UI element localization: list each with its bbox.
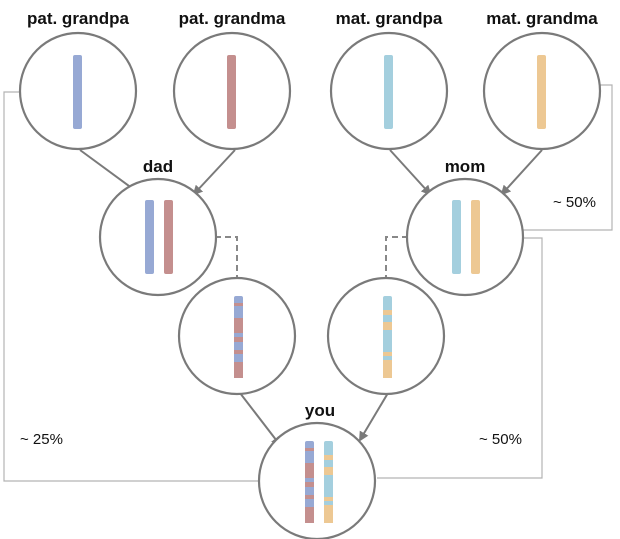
grandpa-percentage: ~ 25% bbox=[20, 431, 63, 448]
mom-dashed-connector bbox=[385, 236, 408, 282]
you-circle bbox=[257, 421, 377, 539]
you-chromosome-from-dad bbox=[305, 441, 314, 523]
you-label: you bbox=[305, 401, 335, 420]
grandpa-to-you-line bbox=[3, 91, 264, 482]
mat-grandma-label: mat. grandma bbox=[486, 9, 598, 28]
mom-label: mom bbox=[445, 157, 486, 176]
mom-percentage: ~ 50% bbox=[479, 431, 522, 448]
dad-gamete-chromosome bbox=[234, 296, 243, 378]
dad-chromosome-maternal bbox=[164, 200, 173, 274]
mom-to-you-line bbox=[377, 237, 543, 479]
mom-gamete-chromosome bbox=[383, 296, 392, 378]
pat-grandpa-chromosome bbox=[73, 55, 82, 129]
dad-chromosome-paternal bbox=[145, 200, 154, 274]
arrow-dad-gamete-you bbox=[239, 392, 282, 447]
mat-grandpa-chromosome bbox=[384, 55, 393, 129]
dad-dashed-connector bbox=[215, 236, 238, 282]
mat-grandma-chromosome bbox=[537, 55, 546, 129]
grandma-percentage: ~ 50% bbox=[553, 194, 596, 211]
pat-grandma-chromosome bbox=[227, 55, 236, 129]
arrow-pat-grandma-dad bbox=[192, 149, 236, 196]
arrow-mat-grandpa-mom bbox=[389, 149, 432, 196]
arrow-mom-gamete-you bbox=[358, 392, 389, 442]
mom-chromosome-paternal bbox=[452, 200, 461, 274]
pat-grandma-label: pat. grandma bbox=[179, 9, 286, 28]
mom-circle bbox=[405, 177, 525, 297]
grandma-to-mom-line bbox=[507, 84, 613, 231]
you-chromosome-from-mom bbox=[324, 441, 333, 523]
mat-grandpa-label: mat. grandpa bbox=[336, 9, 443, 28]
arrow-mat-grandma-mom bbox=[500, 149, 543, 196]
dad-label: dad bbox=[143, 157, 173, 176]
pat-grandpa-label: pat. grandpa bbox=[27, 9, 130, 28]
dad-circle bbox=[98, 177, 218, 297]
mom-chromosome-maternal bbox=[471, 200, 480, 274]
